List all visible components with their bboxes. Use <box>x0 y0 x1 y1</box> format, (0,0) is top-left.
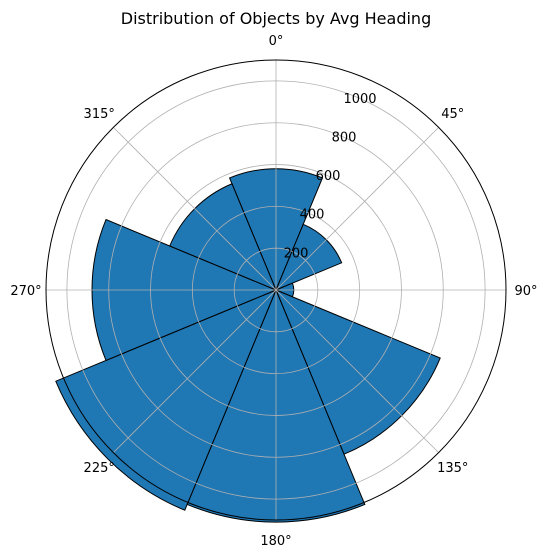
grid-spoke <box>275 289 439 453</box>
angle-tick-label: 45° <box>441 107 464 122</box>
radial-tick-label: 200 <box>284 246 309 261</box>
grid-spoke <box>275 127 439 291</box>
grid-spoke <box>113 127 277 291</box>
angle-tick-label: 225° <box>84 461 115 476</box>
grid-layer <box>46 60 506 520</box>
outer-frame <box>45 59 507 521</box>
angle-tick-label: 90° <box>514 284 537 299</box>
angle-tick-labels: 0° 45° 90° 135° 180° 225° 270° 315° <box>10 34 537 549</box>
radial-tick-label: 600 <box>316 169 341 184</box>
angle-tick-label: 180° <box>260 534 291 549</box>
angle-tick-label: 270° <box>10 284 41 299</box>
angle-tick-label: 0° <box>269 34 284 49</box>
radial-tick-label: 400 <box>300 208 325 223</box>
radial-tick-label: 800 <box>332 130 357 145</box>
radial-tick-label: 1000 <box>343 92 376 107</box>
angle-tick-label: 315° <box>84 107 115 122</box>
grid-spoke <box>113 289 277 453</box>
radial-tick-labels: 200 400 600 800 1000 <box>284 92 377 262</box>
chart-title: Distribution of Objects by Avg Heading <box>121 9 431 28</box>
angle-tick-label: 135° <box>437 461 468 476</box>
